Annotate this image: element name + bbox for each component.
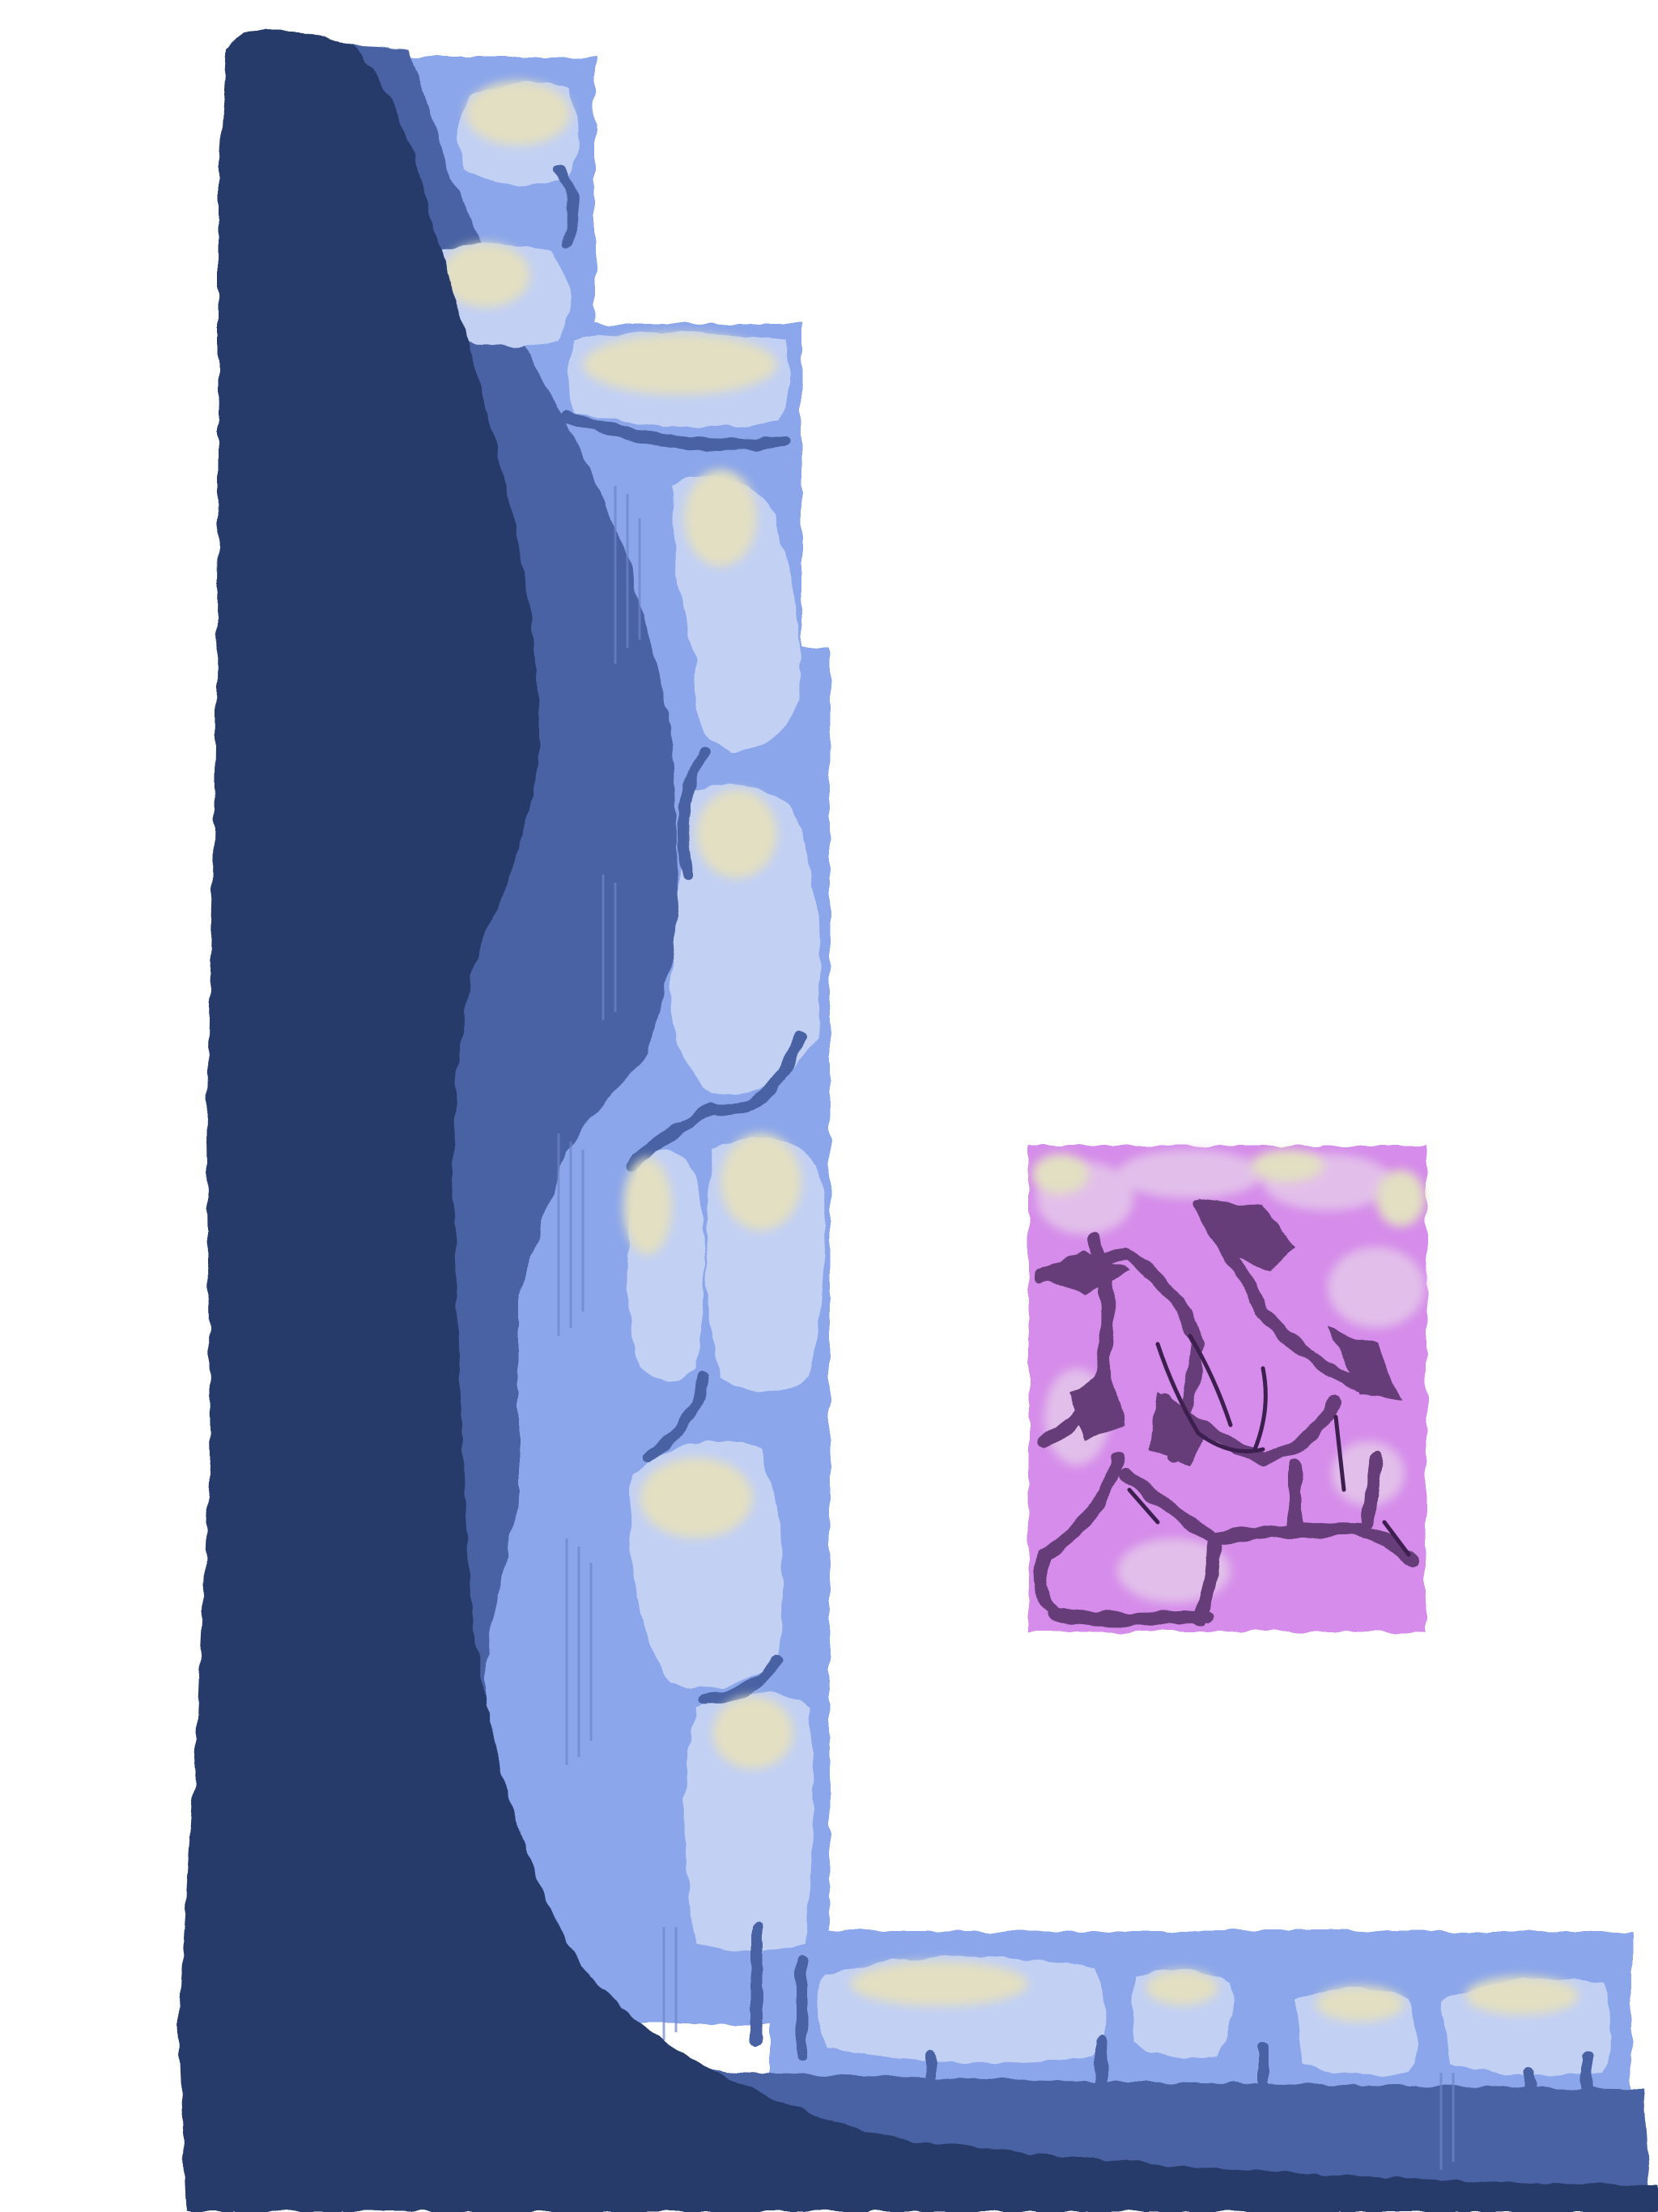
cream-highlights xyxy=(441,81,1579,2022)
hatch-marks xyxy=(557,486,1455,2170)
tile-fine-cracks xyxy=(1127,1334,1411,1557)
violet-tile xyxy=(1028,1146,1426,1631)
mid-blue-rock-body xyxy=(243,45,1652,2212)
stone-shadow-outlines xyxy=(553,164,1592,2176)
navy-rock-shadow xyxy=(178,30,1658,2212)
tile-dark-shapes xyxy=(1036,1198,1401,1465)
tile-cream-highlights xyxy=(1032,1150,1425,1227)
